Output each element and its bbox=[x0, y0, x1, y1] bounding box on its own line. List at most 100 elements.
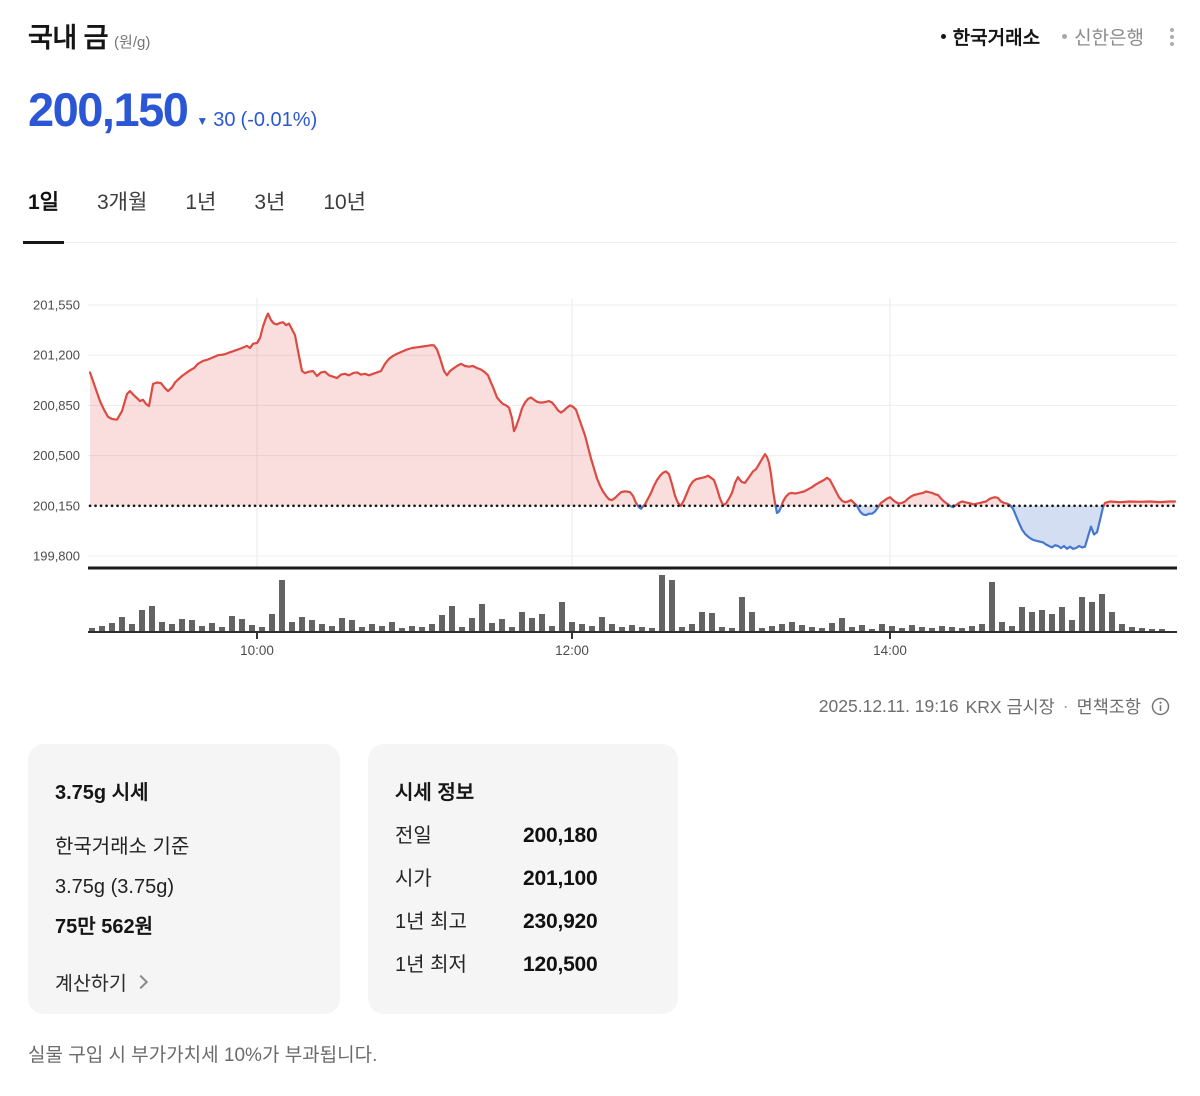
volume-bar bbox=[1099, 594, 1105, 632]
volume-bar bbox=[189, 620, 195, 632]
volume-bar bbox=[879, 624, 885, 632]
volume-bar bbox=[169, 624, 175, 632]
volume-bar bbox=[329, 626, 335, 632]
price-area-fill-up bbox=[643, 454, 776, 506]
volume-bar bbox=[799, 625, 805, 632]
volume-bar bbox=[439, 615, 445, 632]
price-line-up bbox=[642, 453, 777, 507]
volume-bar bbox=[829, 623, 835, 632]
vertical-dots-icon bbox=[1170, 34, 1174, 39]
source-tab-krx[interactable]: 한국거래소 bbox=[940, 23, 1040, 50]
tab-3year[interactable]: 3년 bbox=[254, 180, 285, 242]
quote-value: 201,100 bbox=[523, 867, 598, 890]
volume-bar bbox=[1089, 602, 1095, 632]
calculator-link[interactable]: 계산하기 bbox=[55, 967, 148, 996]
volume-bar bbox=[89, 628, 95, 632]
price-line-up bbox=[953, 496, 1012, 507]
volume-bar bbox=[679, 627, 685, 632]
volume-bar bbox=[1049, 614, 1055, 632]
price-area-fill-down bbox=[1010, 505, 1104, 549]
volume-bar bbox=[449, 606, 455, 632]
volume-bar bbox=[849, 627, 855, 632]
volume-bar bbox=[619, 627, 625, 632]
x-axis-label: 14:00 bbox=[873, 643, 907, 658]
volume-bar bbox=[979, 624, 985, 632]
volume-bar bbox=[499, 619, 505, 632]
price-line-up bbox=[1102, 500, 1177, 507]
tab-10year[interactable]: 10년 bbox=[323, 180, 366, 242]
volume-bar bbox=[1009, 626, 1015, 632]
price-line-up bbox=[780, 476, 859, 507]
volume-bar bbox=[509, 627, 515, 632]
price-area-fill-up bbox=[879, 491, 950, 506]
source-switcher: 한국거래소 신한은행 bbox=[940, 16, 1178, 50]
volume-bar bbox=[339, 618, 345, 632]
volume-bar bbox=[919, 627, 925, 632]
price-area-fill-up bbox=[90, 313, 638, 506]
volume-bar bbox=[199, 626, 205, 632]
header: 국내 금 (원/g) 한국거래소 신한은행 bbox=[28, 16, 1178, 55]
volume-bar bbox=[959, 628, 965, 632]
tab-3month[interactable]: 3개월 bbox=[97, 180, 147, 242]
volume-bar bbox=[689, 624, 695, 632]
y-axis-label: 200,150 bbox=[33, 498, 80, 513]
volume-bar bbox=[99, 626, 105, 632]
tab-1day[interactable]: 1일 bbox=[23, 180, 64, 244]
title-text: 국내 금 bbox=[28, 23, 109, 53]
y-axis-label: 200,850 bbox=[33, 398, 80, 413]
price-change: ▼ 30 (-0.01%) bbox=[196, 109, 317, 132]
volume-bar bbox=[789, 622, 795, 632]
quote-value: 200,180 bbox=[523, 824, 598, 847]
vertical-dots-icon bbox=[1170, 27, 1174, 32]
volume-bar bbox=[1059, 607, 1065, 632]
change-percent: (-0.01%) bbox=[240, 109, 318, 131]
source-label: 신한은행 bbox=[1074, 28, 1144, 49]
volume-bar bbox=[309, 620, 315, 632]
volume-bar bbox=[1159, 629, 1165, 632]
volume-bar bbox=[229, 616, 235, 632]
volume-bar bbox=[539, 614, 545, 632]
volume-bar bbox=[419, 627, 425, 632]
volume-bar bbox=[1109, 612, 1115, 632]
volume-bar bbox=[1139, 628, 1145, 632]
volume-bar bbox=[889, 626, 895, 632]
y-axis-label: 201,550 bbox=[33, 298, 80, 313]
market-label: KRX 금시장 bbox=[965, 697, 1055, 717]
quote-label: 시가 bbox=[395, 868, 432, 890]
volume-bar bbox=[929, 628, 935, 632]
unit-price-card: 3.75g 시세 한국거래소 기준 3.75g (3.75g) 75만 562원… bbox=[28, 744, 340, 1014]
dot-separator: · bbox=[1062, 696, 1069, 716]
volume-bar bbox=[219, 627, 225, 632]
card-title: 시세 정보 bbox=[395, 782, 475, 804]
y-axis-label: 201,200 bbox=[33, 348, 80, 363]
volume-bar bbox=[1149, 629, 1155, 632]
disclaimer-link[interactable]: 면책조항 bbox=[1076, 697, 1141, 717]
price-line-down bbox=[1009, 504, 1105, 550]
updated-timestamp: 2025.12.11. 19:16 bbox=[818, 696, 959, 716]
quote-row: 시가 201,100 bbox=[395, 862, 651, 905]
info-button[interactable] bbox=[1151, 697, 1170, 716]
volume-bar bbox=[819, 628, 825, 632]
volume-bar bbox=[569, 622, 575, 632]
more-menu-button[interactable] bbox=[1166, 26, 1178, 48]
volume-bar bbox=[149, 606, 155, 632]
bullet-icon bbox=[1062, 34, 1068, 39]
source-tab-shinhan[interactable]: 신한은행 bbox=[1062, 23, 1144, 50]
volume-bar bbox=[379, 626, 385, 632]
volume-bar bbox=[299, 617, 305, 632]
volume-bar bbox=[289, 622, 295, 632]
volume-bar bbox=[809, 627, 815, 632]
tab-1year[interactable]: 1년 bbox=[185, 180, 216, 242]
vertical-dots-icon bbox=[1170, 41, 1174, 46]
volume-bar bbox=[949, 627, 955, 632]
converted-price: 75만 562원 bbox=[55, 916, 153, 938]
change-value: 30 bbox=[213, 109, 236, 131]
volume-bar bbox=[369, 624, 375, 632]
card-title: 3.75g 시세 bbox=[55, 782, 149, 804]
quote-value: 120,500 bbox=[523, 953, 598, 976]
price-chart[interactable]: 201,550 201,200 200,850 200,500 200,150 199,8… bbox=[0, 255, 1200, 665]
volume-bar bbox=[109, 623, 115, 632]
x-axis-label: 12:00 bbox=[555, 643, 589, 658]
volume-bar bbox=[899, 628, 905, 632]
calculator-link-label: 계산하기 bbox=[55, 973, 127, 995]
